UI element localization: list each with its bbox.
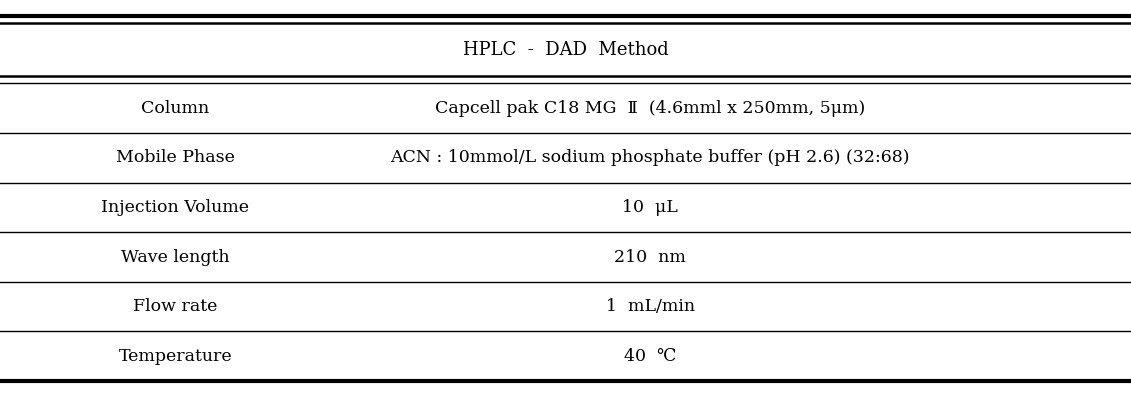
Text: Column: Column <box>141 100 209 117</box>
Text: Capcell pak C18 MG  Ⅱ  (4.6mml x 250mm, 5μm): Capcell pak C18 MG Ⅱ (4.6mml x 250mm, 5μ… <box>435 100 865 117</box>
Text: Flow rate: Flow rate <box>133 298 217 315</box>
Text: Mobile Phase: Mobile Phase <box>115 149 235 166</box>
Text: 40  ℃: 40 ℃ <box>624 348 676 365</box>
Text: ACN : 10mmol/L sodium phosphate buffer (pH 2.6) (32:68): ACN : 10mmol/L sodium phosphate buffer (… <box>390 149 910 166</box>
Text: 210  nm: 210 nm <box>614 249 687 266</box>
Text: HPLC  -  DAD  Method: HPLC - DAD Method <box>463 40 668 59</box>
Text: 1  mL/min: 1 mL/min <box>606 298 694 315</box>
Text: 10  μL: 10 μL <box>622 199 679 216</box>
Text: Temperature: Temperature <box>119 348 232 365</box>
Text: Injection Volume: Injection Volume <box>102 199 249 216</box>
Text: Wave length: Wave length <box>121 249 230 266</box>
